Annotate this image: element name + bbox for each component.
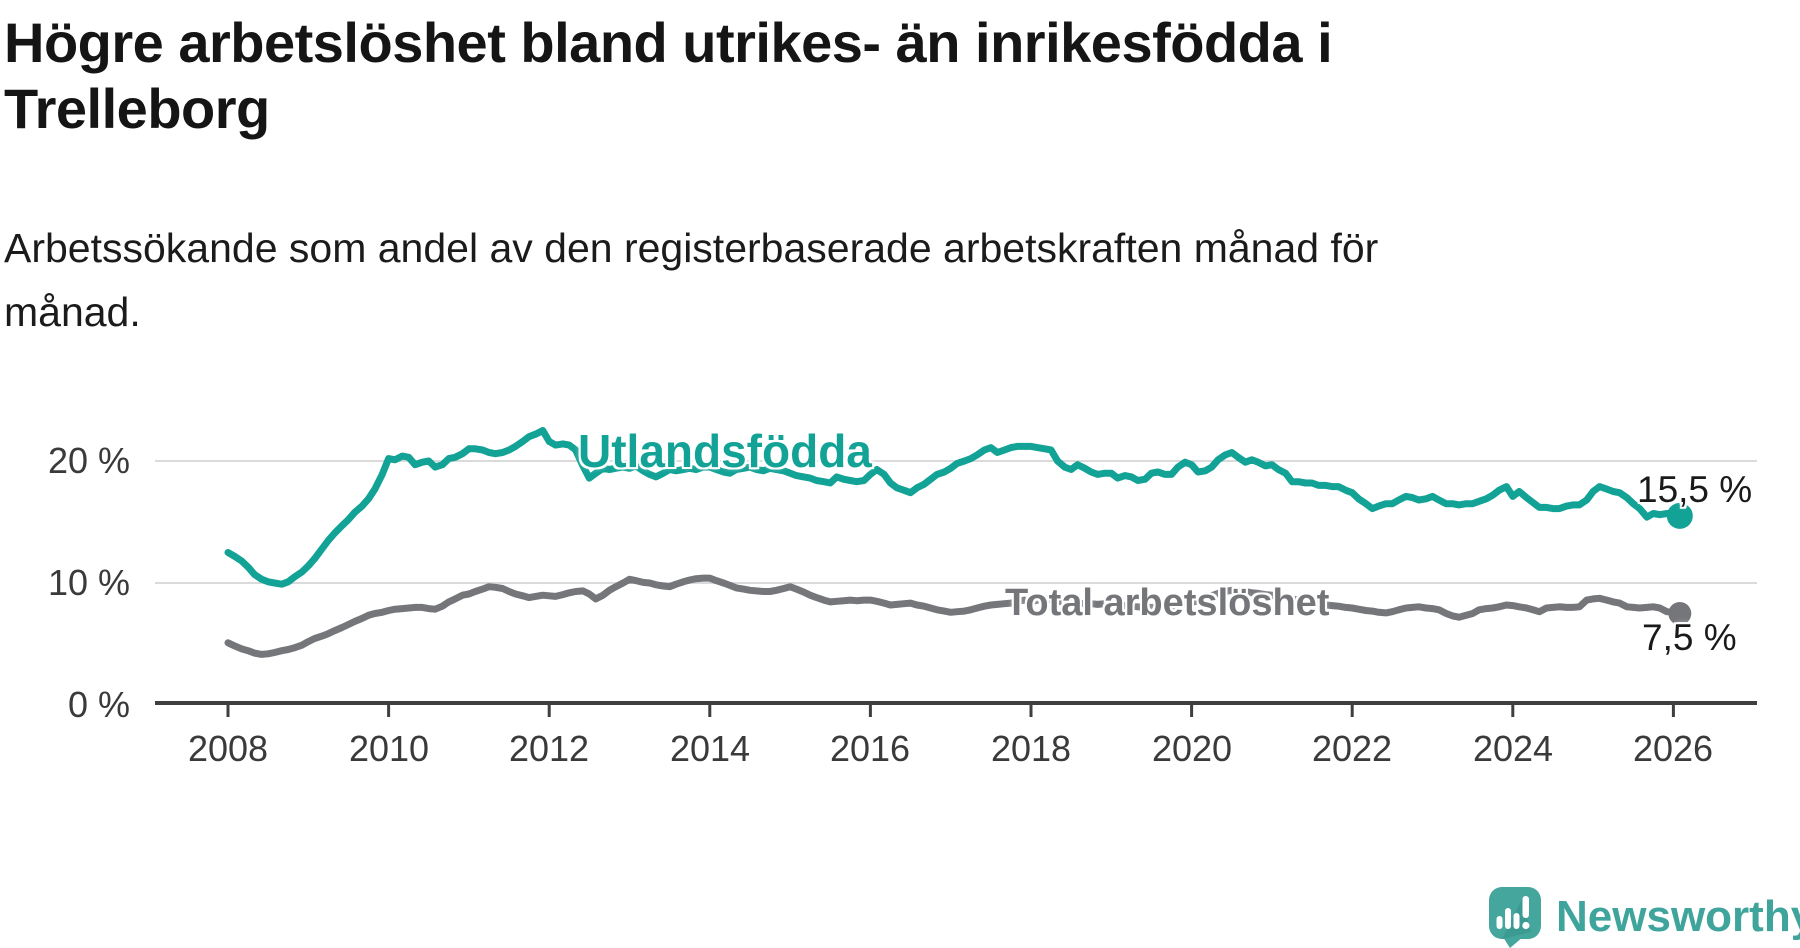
x-axis-label-2026: 2026: [1632, 728, 1714, 769]
series-label-total-arbetsloshet: Total arbetslöshet: [1005, 582, 1330, 624]
x-axis-label-2018: 2018: [990, 728, 1072, 769]
x-axis-label-2014: 2014: [669, 728, 751, 769]
x-axis-label-2010: 2010: [348, 728, 430, 769]
y-axis-label-20: 20 %: [47, 440, 130, 481]
x-axis-label-2022: 2022: [1311, 728, 1393, 769]
newsworthy-brand-text: Newsworthy: [1556, 892, 1800, 941]
x-axis-label-2008: 2008: [187, 728, 269, 769]
end-value-label-utlandsfodda: 15,5 %: [1637, 469, 1753, 510]
end-value-label-total: 7,5 %: [1642, 617, 1737, 658]
series-end-dot-utlandsfodda: [1666, 502, 1693, 529]
chart-subtitle: Arbetssökande som andel av den registerb…: [4, 225, 1379, 335]
series-line-utlandsfodda: [224, 427, 1684, 588]
y-axis-label-0: 0 %: [67, 684, 130, 725]
x-axis-label-2024: 2024: [1472, 728, 1554, 769]
series-line-total: [224, 574, 1684, 658]
x-axis-label-2016: 2016: [829, 728, 911, 769]
series-end-dot-total: [1668, 602, 1692, 625]
x-axis-label-2020: 2020: [1151, 728, 1233, 769]
y-axis-label-10: 10 %: [47, 562, 130, 603]
x-axis-label-2012: 2012: [508, 728, 590, 769]
chart-title: Högre arbetslöshet bland utrikes- än inr…: [4, 11, 1333, 140]
newsworthy-speech-bubble-bar-chart-icon: [1489, 887, 1541, 948]
series-label-utlandsfodda: Utlandsfödda: [578, 425, 872, 477]
